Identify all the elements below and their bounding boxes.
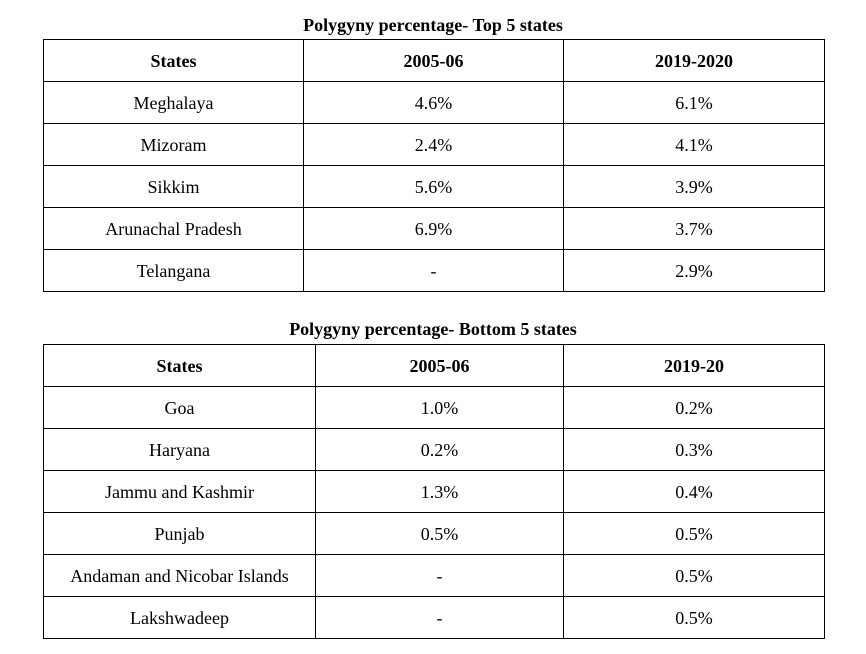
value-2005-06-cell: 1.0% [315,386,564,429]
value-2019-2020-cell: 6.1% [563,81,825,124]
top-table-caption: Polygyny percentage- Top 5 states [303,15,563,35]
value-2005-06-cell: 1.3% [315,470,564,513]
state-cell: Arunachal Pradesh [43,207,304,250]
table-row: Mizoram 2.4% 4.1% [43,123,825,166]
table-row: Lakshwadeep - 0.5% [43,596,825,639]
column-header-states: States [43,344,316,387]
state-cell: Lakshwadeep [43,596,316,639]
table-row: Meghalaya 4.6% 6.1% [43,81,825,124]
value-2005-06-cell: 4.6% [303,81,564,124]
value-2005-06-cell: 6.9% [303,207,564,250]
value-2005-06-cell: 0.5% [315,512,564,555]
bottom-states-table: States 2005-06 2019-20 Goa 1.0% 0.2% Har… [43,344,825,639]
table-header-row: States 2005-06 2019-20 [43,344,825,387]
table-row: Haryana 0.2% 0.3% [43,428,825,471]
value-2005-06-cell: 0.2% [315,428,564,471]
value-2019-20-cell: 0.5% [563,596,825,639]
table-row: Telangana - 2.9% [43,249,825,292]
value-2005-06-cell: - [315,596,564,639]
value-2019-20-cell: 0.4% [563,470,825,513]
column-header-states: States [43,39,304,82]
value-2019-2020-cell: 2.9% [563,249,825,292]
state-cell: Punjab [43,512,316,555]
value-2005-06-cell: - [303,249,564,292]
top-states-table: States 2005-06 2019-2020 Meghalaya 4.6% … [43,39,825,292]
table-row: Jammu and Kashmir 1.3% 0.4% [43,470,825,513]
state-cell: Mizoram [43,123,304,166]
column-header-2019-20: 2019-20 [563,344,825,387]
value-2019-2020-cell: 3.9% [563,165,825,208]
table-header-row: States 2005-06 2019-2020 [43,39,825,82]
table-row: Arunachal Pradesh 6.9% 3.7% [43,207,825,250]
value-2005-06-cell: 5.6% [303,165,564,208]
value-2019-2020-cell: 3.7% [563,207,825,250]
state-cell: Goa [43,386,316,429]
column-header-2005-06: 2005-06 [315,344,564,387]
bottom-table-caption: Polygyny percentage- Bottom 5 states [289,319,577,339]
value-2019-2020-cell: 4.1% [563,123,825,166]
table-row: Punjab 0.5% 0.5% [43,512,825,555]
value-2019-20-cell: 0.5% [563,554,825,597]
value-2019-20-cell: 0.3% [563,428,825,471]
state-cell: Andaman and Nicobar Islands [43,554,316,597]
column-header-2005-06: 2005-06 [303,39,564,82]
column-header-2019-2020: 2019-2020 [563,39,825,82]
state-cell: Meghalaya [43,81,304,124]
table-row: Andaman and Nicobar Islands - 0.5% [43,554,825,597]
state-cell: Haryana [43,428,316,471]
value-2019-20-cell: 0.5% [563,512,825,555]
table-row: Goa 1.0% 0.2% [43,386,825,429]
state-cell: Jammu and Kashmir [43,470,316,513]
state-cell: Telangana [43,249,304,292]
table-row: Sikkim 5.6% 3.9% [43,165,825,208]
state-cell: Sikkim [43,165,304,208]
value-2005-06-cell: 2.4% [303,123,564,166]
value-2019-20-cell: 0.2% [563,386,825,429]
value-2005-06-cell: - [315,554,564,597]
